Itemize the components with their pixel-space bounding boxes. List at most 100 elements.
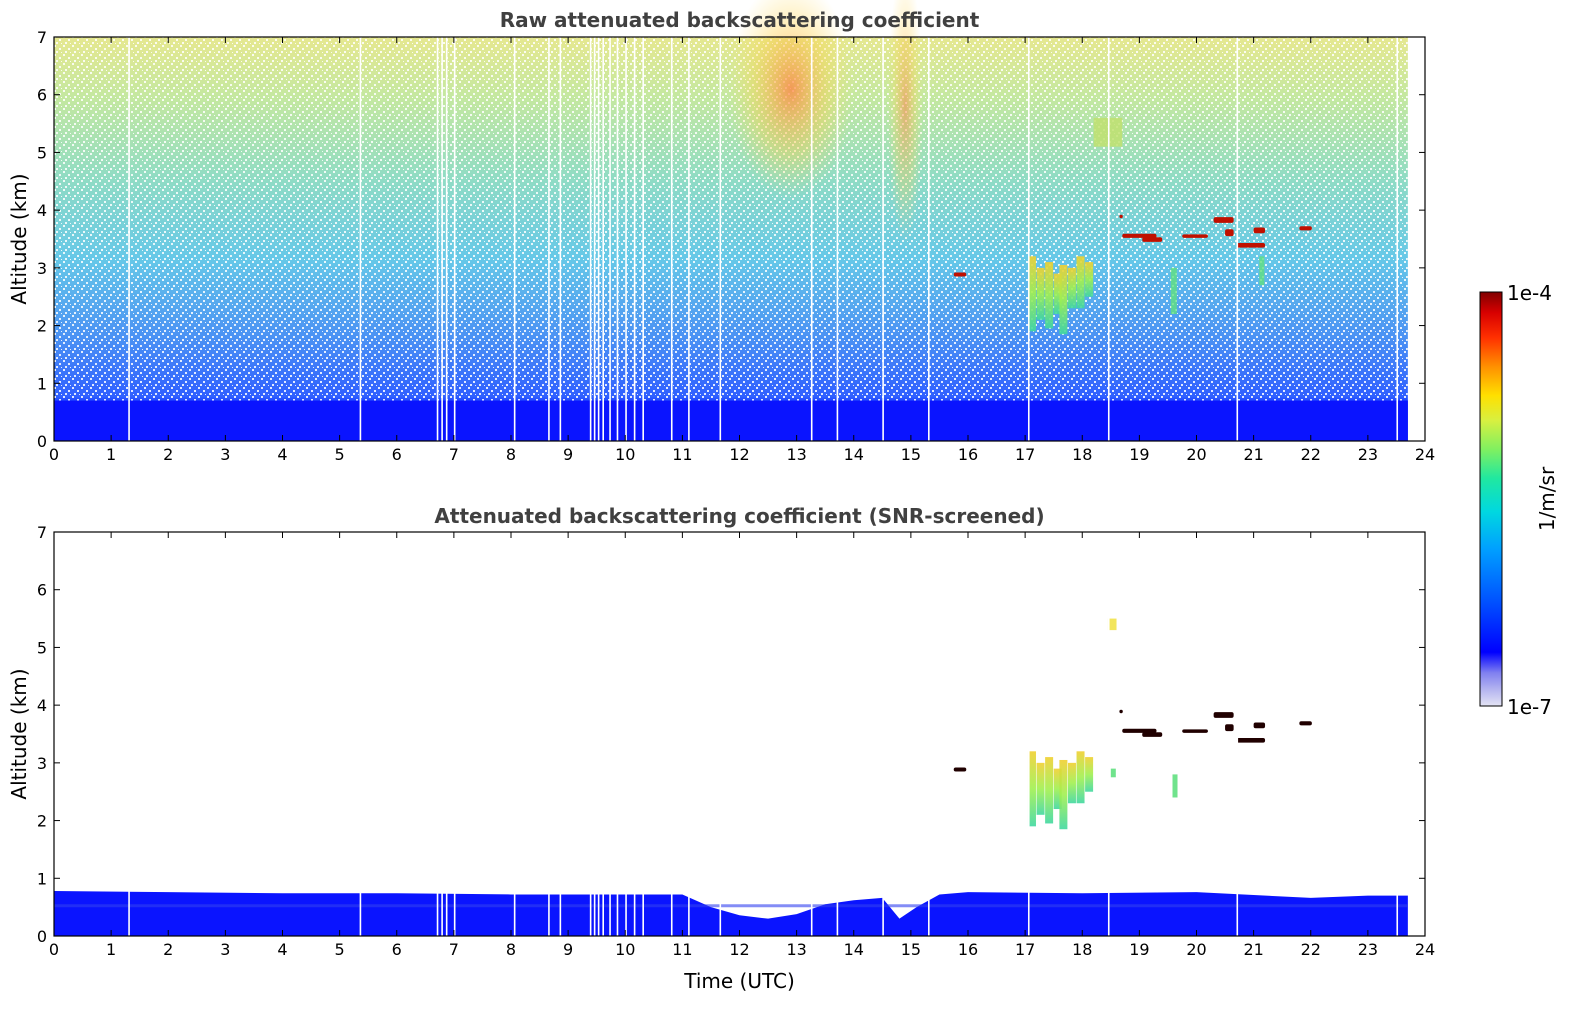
data-gap: [548, 37, 550, 441]
aerosol-column: [1059, 759, 1068, 830]
data-gap: [810, 532, 813, 936]
colorbar-bar: [1479, 291, 1503, 707]
y-tick-label: 7: [37, 28, 47, 47]
data-gap: [441, 532, 443, 936]
elevated-layer: [1107, 618, 1117, 631]
panel-title: Attenuated backscattering coefficient (S…: [434, 504, 1044, 528]
y-tick-label: 3: [37, 754, 47, 773]
data-gap: [453, 37, 456, 441]
x-tick-label: 4: [277, 940, 287, 959]
data-gap: [609, 532, 611, 936]
cloud-patch: [1122, 728, 1157, 733]
data-gap: [928, 37, 930, 441]
snr-screened-panel: 0 1 2 3 4 5 6 7 8 9 10 11 12 13 14 15 16 17 18 19 20 21 22 23 24…: [7, 504, 1435, 993]
y-tick-label: 5: [37, 638, 47, 657]
aerosol-column: [1067, 267, 1076, 309]
midday-noise-hotspot: [728, 0, 854, 199]
data-gap: [436, 37, 439, 441]
data-gap: [882, 532, 884, 936]
data-gap: [1027, 37, 1030, 441]
cloud-patch: [1182, 729, 1208, 733]
x-tick-label: 0: [49, 940, 59, 959]
aerosol-column: [1085, 262, 1094, 297]
data-gap: [593, 37, 596, 441]
boundary-layer: [54, 400, 1408, 441]
data-gap: [128, 37, 130, 441]
data-gap: [1396, 37, 1399, 441]
x-axis-label: Time (UTC): [683, 969, 795, 993]
data-gap: [616, 37, 619, 441]
data-gap: [1396, 532, 1399, 936]
data-gap: [128, 532, 130, 936]
data-gap: [1107, 37, 1110, 441]
data-gaps: [128, 532, 1399, 936]
aerosol-column: [1036, 762, 1045, 815]
aerosol-streak: [1170, 267, 1177, 315]
x-tick-label: 14: [844, 940, 864, 959]
cloud-patch: [1119, 709, 1123, 714]
cloud-patch: [1119, 214, 1123, 219]
y-tick-label: 2: [37, 812, 47, 831]
y-tick-label: 3: [37, 259, 47, 278]
data-gap: [1236, 37, 1239, 441]
cloud-patch: [1253, 227, 1266, 234]
y-tick-label: 1: [37, 869, 47, 888]
y-tick-label: 0: [37, 432, 47, 451]
x-tick-label: 24: [1415, 940, 1435, 959]
x-tick-label: 6: [392, 445, 402, 464]
data-gap: [359, 37, 362, 441]
data-gap: [359, 532, 362, 936]
data-gap: [602, 37, 604, 441]
x-tick-label: 3: [220, 445, 230, 464]
aerosol-column: [1045, 757, 1054, 824]
cloud-patch: [1253, 722, 1266, 729]
colorbar-unit-label: 1/m/sr: [1535, 466, 1559, 531]
cloud-patch: [1142, 237, 1163, 242]
cloud-patch: [1236, 243, 1266, 248]
data-gap: [513, 532, 516, 936]
data-gap: [642, 532, 644, 936]
boundary-layer-band: [54, 904, 1408, 908]
x-tick-label: 18: [1072, 445, 1092, 464]
cloud-patches: [953, 709, 1312, 772]
aerosol-streak: [1259, 256, 1265, 286]
x-tick-label: 22: [1301, 445, 1321, 464]
y-axis-label: Altitude (km): [7, 173, 31, 304]
x-tick-label: 23: [1358, 445, 1378, 464]
aerosol-column: [1067, 762, 1076, 804]
colorbar-max-label: 1e-4: [1507, 281, 1552, 305]
data-gap: [633, 37, 636, 441]
x-tick-label: 5: [335, 445, 345, 464]
aerosol-streak: [1110, 768, 1116, 778]
cloud-patch: [953, 272, 967, 277]
data-gap: [589, 532, 592, 936]
data-gap: [436, 532, 439, 936]
data-gap: [593, 532, 596, 936]
x-tick-label: 2: [163, 445, 173, 464]
x-tick-label: 11: [672, 445, 692, 464]
cloud-patch: [1142, 732, 1163, 737]
x-tick-label: 16: [958, 940, 978, 959]
x-tick-label: 14: [844, 445, 864, 464]
x-tick-label: 9: [563, 940, 573, 959]
data-gap: [445, 37, 448, 441]
data-gap: [688, 37, 690, 441]
data-gap: [548, 532, 550, 936]
x-tick-label: 19: [1129, 445, 1149, 464]
x-tick-label: 11: [672, 940, 692, 959]
cloud-patch: [1213, 712, 1234, 718]
x-tick-label: 7: [449, 940, 459, 959]
cloud-patch: [953, 767, 967, 772]
aerosol-column: [1076, 751, 1085, 804]
data-gap: [836, 37, 839, 441]
cloud-patch: [1236, 738, 1266, 743]
x-tick-label: 3: [220, 940, 230, 959]
x-tick-label: 8: [506, 940, 516, 959]
x-tick-label: 19: [1129, 940, 1149, 959]
cloud-patch: [1225, 724, 1234, 732]
data-gap: [559, 37, 562, 441]
x-tick-label: 17: [1015, 445, 1035, 464]
x-tick-label: 13: [786, 445, 806, 464]
cloud-patch: [1299, 226, 1312, 231]
x-tick-label: 20: [1186, 445, 1206, 464]
